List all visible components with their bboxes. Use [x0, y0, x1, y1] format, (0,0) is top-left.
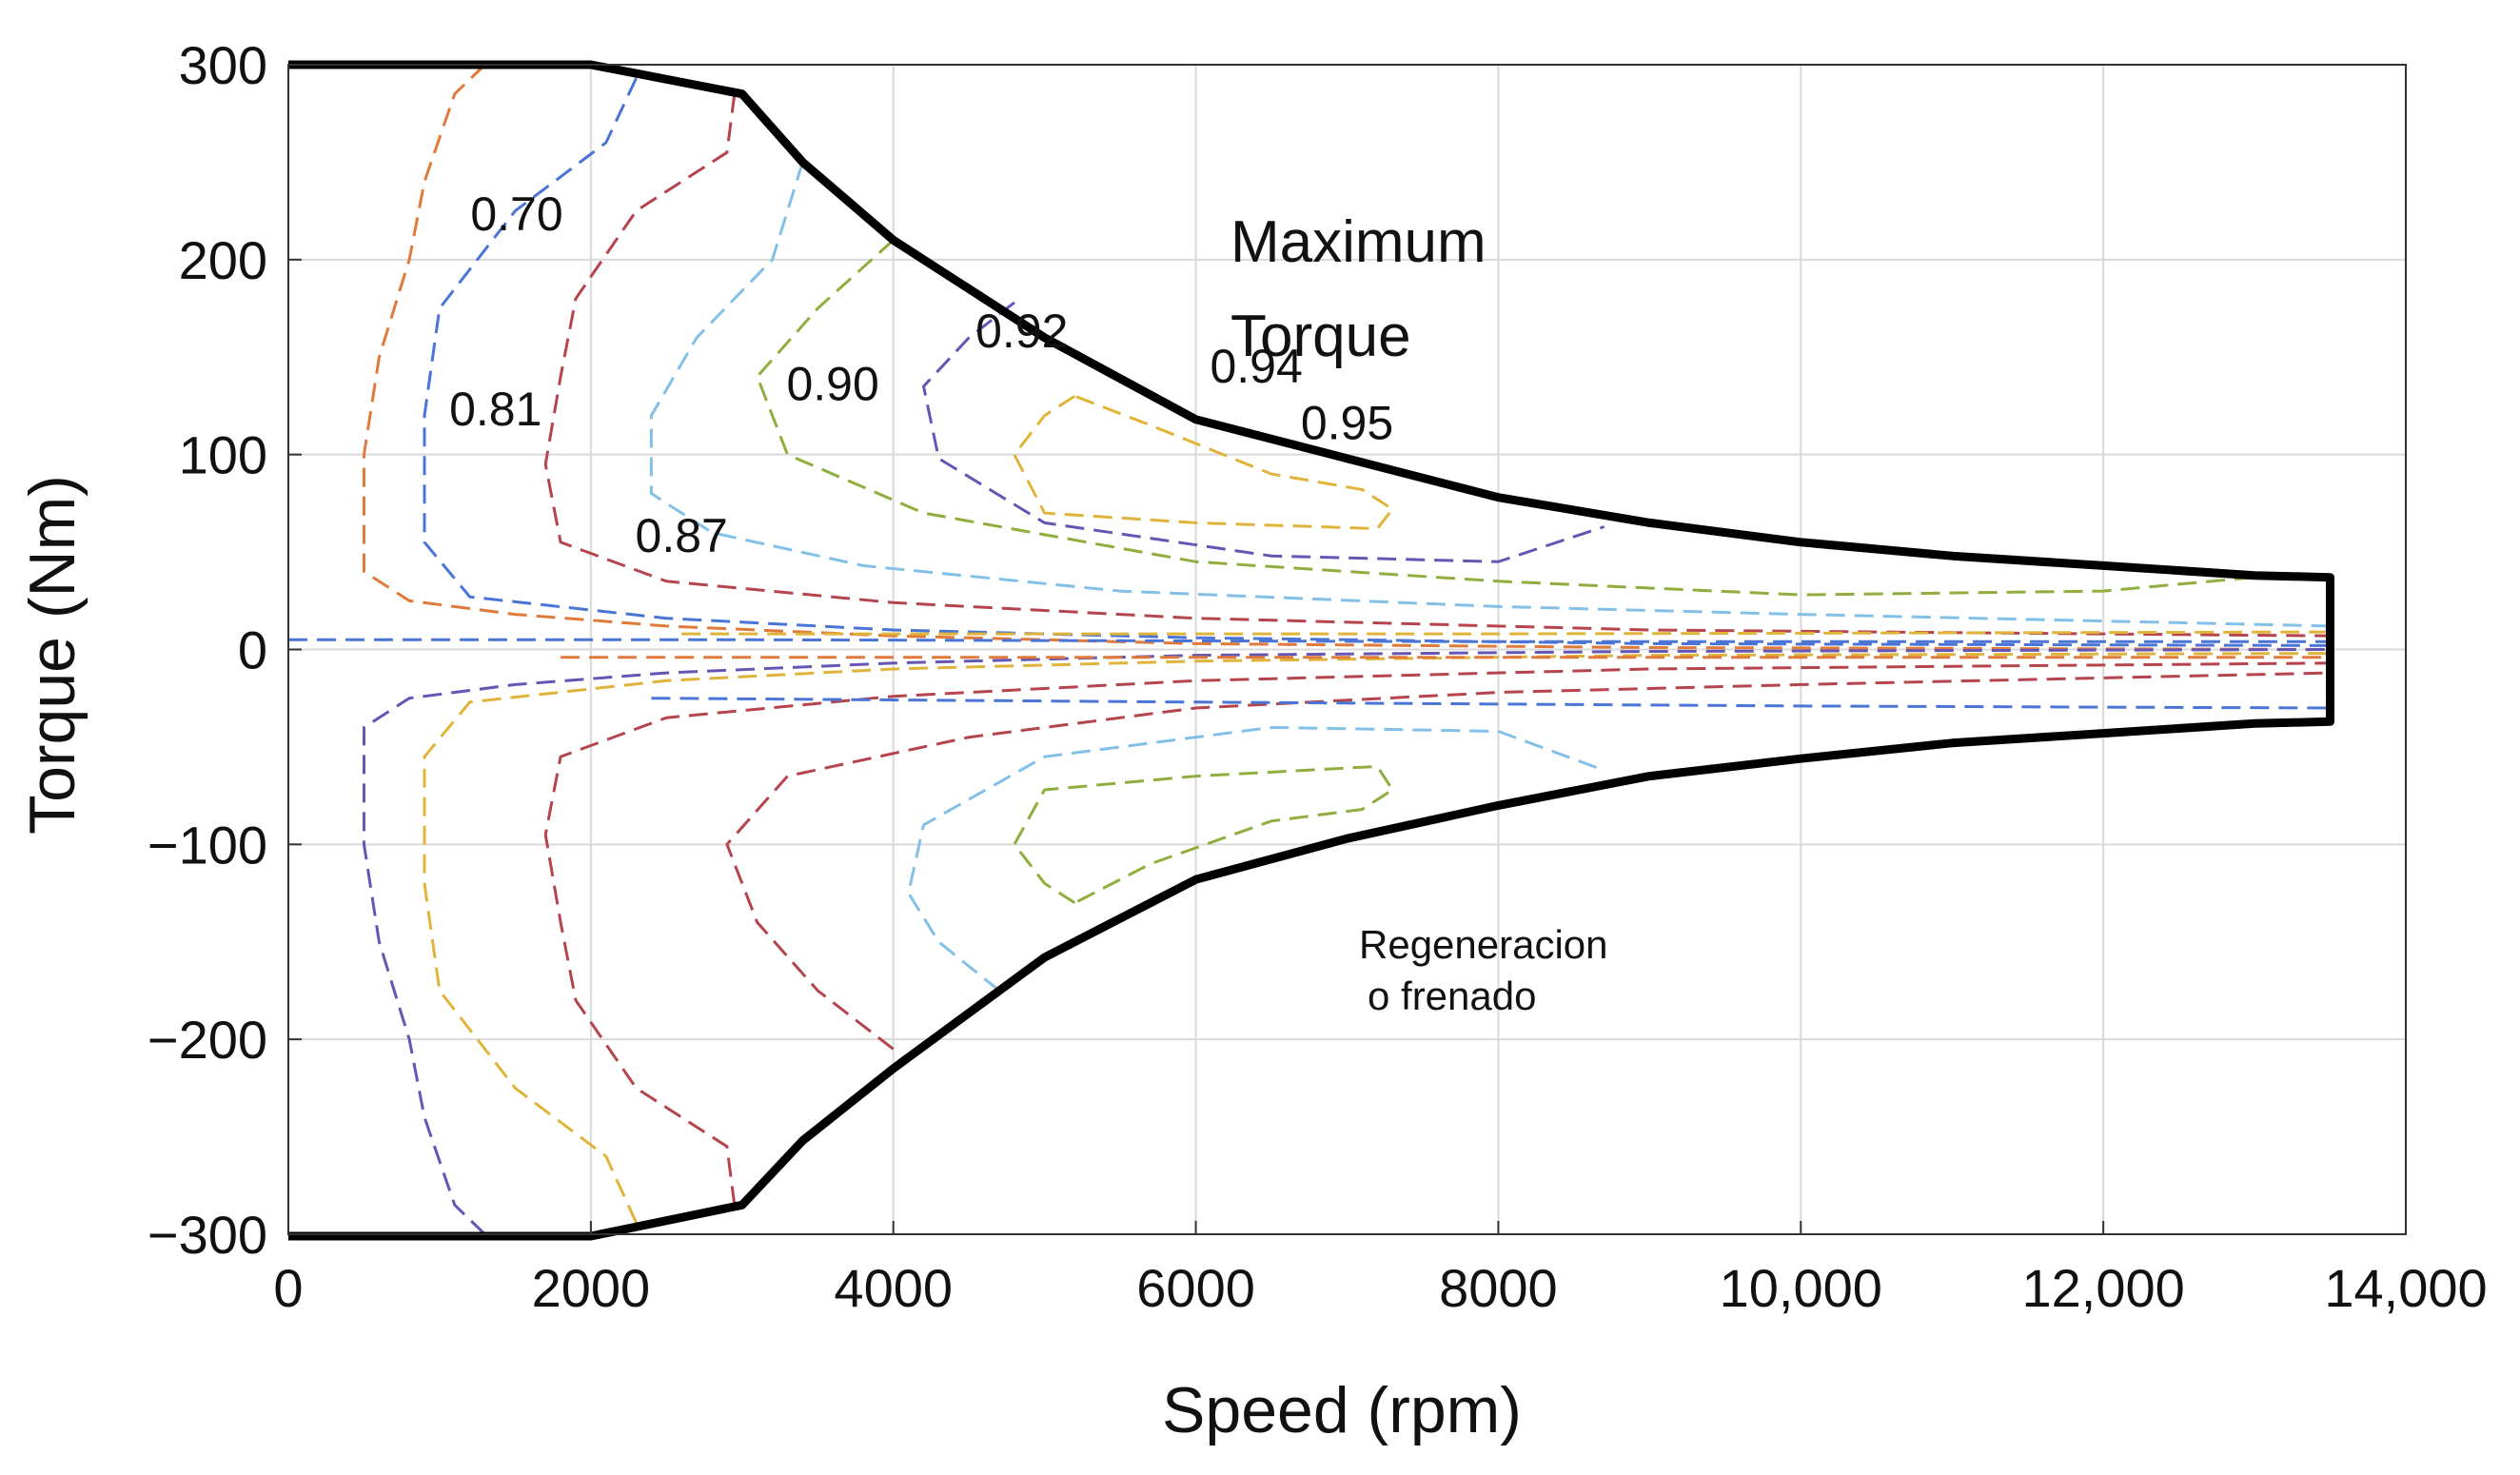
max-torque-annotation-line2: Torque	[1230, 304, 1411, 369]
x-tick-label: 6000	[1136, 1258, 1255, 1318]
y-tick-label: 300	[179, 35, 267, 95]
efficiency-contour-0.70	[363, 63, 2331, 651]
regen-annotation-line1: Regeneracion	[1359, 922, 1608, 967]
y-tick-label: −100	[148, 815, 267, 875]
x-tick-label: 8000	[1439, 1258, 1558, 1318]
efficiency-contour	[651, 697, 2331, 710]
efficiency-contour	[907, 725, 1605, 993]
x-axis-title: Speed (rpm)	[1162, 1374, 1522, 1446]
y-tick-label: −300	[148, 1205, 267, 1265]
x-tick-label: 12,000	[2022, 1258, 2185, 1318]
contour-label-0.81: 0.81	[449, 383, 541, 436]
x-tick-label: 2000	[532, 1258, 651, 1318]
x-axis-ticks: 0 2000 4000 6000 8000 10,000 12,000 14,000	[273, 1221, 2488, 1318]
efficiency-contour	[423, 652, 2331, 1224]
efficiency-contour	[725, 671, 2331, 1051]
contour-label-0.92: 0.92	[975, 305, 1068, 358]
x-tick-label: 0	[273, 1258, 303, 1318]
y-tick-label: 200	[179, 230, 267, 290]
efficiency-contour	[543, 661, 2331, 1206]
torque-envelope	[288, 60, 2334, 1241]
x-tick-label: 10,000	[1720, 1258, 1882, 1318]
y-axis-title: Torque (Nm)	[16, 475, 89, 835]
y-tick-label: −200	[148, 1010, 267, 1070]
efficiency-contour-0.94	[921, 301, 1605, 563]
y-tick-label: 0	[238, 620, 267, 680]
contour-label-0.70: 0.70	[470, 187, 562, 241]
efficiency-contour-0.90	[649, 161, 2331, 628]
efficiency-contour-0.87	[543, 93, 2331, 638]
max-torque-annotation-line1: Maximum	[1230, 209, 1486, 275]
efficiency-contour	[1013, 764, 1395, 905]
y-axis-ticks: 300 200 100 0 −100 −200 −300	[148, 35, 302, 1265]
efficiency-contour	[288, 638, 2331, 643]
contour-labels: 0.70 0.81 0.87 0.90 0.92 0.940.95	[449, 187, 1393, 562]
efficiency-contour-0.81	[423, 77, 2331, 647]
efficiency-contour	[681, 630, 2331, 636]
efficiency-contour-0.95	[1013, 394, 1395, 531]
x-tick-label: 14,000	[2324, 1258, 2487, 1318]
x-tick-label: 4000	[834, 1258, 953, 1318]
contour-label-0.94: 0.94	[1210, 340, 1302, 393]
contour-label-0.90: 0.90	[786, 357, 878, 410]
grid-lines	[287, 64, 2407, 1235]
contour-label-0.87: 0.87	[636, 509, 728, 562]
efficiency-contours	[288, 63, 2331, 1236]
efficiency-contour-0.92	[755, 239, 2255, 597]
regen-annotation-line2: o frenado	[1368, 974, 1536, 1018]
max-torque-envelope-line	[288, 60, 2334, 1241]
y-tick-label: 100	[179, 425, 267, 485]
contour-label-0.95: 0.95	[1301, 396, 1393, 449]
